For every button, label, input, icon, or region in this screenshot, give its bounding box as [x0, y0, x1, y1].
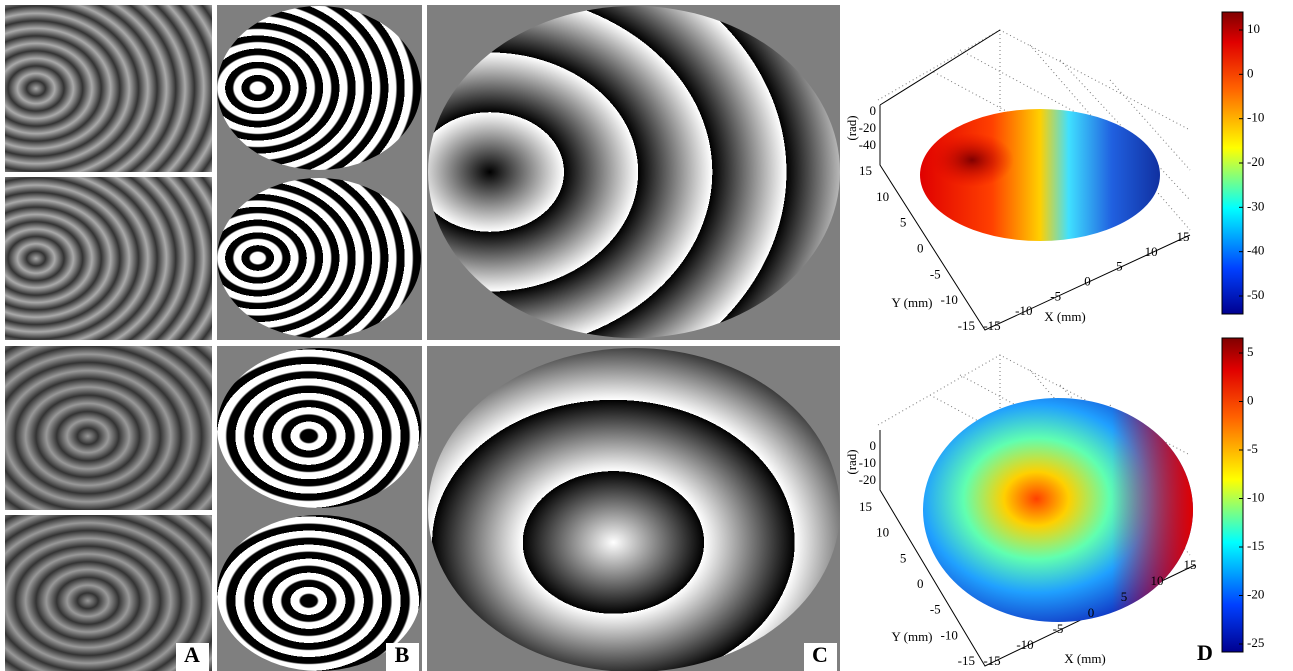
panel-letter: A [184, 642, 200, 667]
y-tick-label: 5 [900, 215, 907, 230]
colorbar-tick-label: -50 [1247, 287, 1264, 302]
z-tick-label: -20 [859, 472, 876, 487]
y-axis-label: Y (mm) [891, 295, 932, 310]
colorbar-tick-label: -10 [1247, 110, 1264, 125]
phase-surface [923, 398, 1193, 622]
wrapped-phase-image [428, 348, 840, 671]
y-tick-label: -10 [940, 627, 957, 642]
x-tick-label: -5 [1053, 621, 1064, 636]
z-axis-label: (rad) [844, 115, 859, 140]
y-tick-label: -15 [958, 318, 975, 333]
y-tick-label: 10 [876, 189, 889, 204]
separator [217, 340, 840, 346]
colorbar-tick-label: -5 [1247, 441, 1258, 456]
z-tick-label: 0 [870, 438, 877, 453]
colorbar-tick-label: -20 [1247, 586, 1264, 601]
x-tick-label: 10 [1145, 244, 1158, 259]
x-tick-label: 15 [1184, 557, 1197, 572]
colorbar-tick-label: -10 [1247, 489, 1264, 504]
fringe-image [5, 5, 212, 172]
z-axis-label: (rad) [844, 449, 859, 474]
y-tick-label: -15 [958, 653, 975, 668]
z-tick-label: -40 [859, 137, 876, 152]
x-tick-label: 5 [1121, 589, 1128, 604]
colorbar-tick-label: -40 [1247, 243, 1264, 258]
y-tick-label: 15 [859, 163, 872, 178]
z-tick-label: 0 [870, 103, 877, 118]
x-tick-label: 15 [1177, 229, 1190, 244]
z-tick-label: -20 [859, 120, 876, 135]
y-axis-label: Y (mm) [891, 629, 932, 644]
panel-letter: D [1197, 640, 1213, 665]
y-tick-label: -5 [930, 266, 941, 281]
colorbar-tick-label: 0 [1247, 65, 1254, 80]
y-tick-label: -10 [940, 292, 957, 307]
y-tick-label: 15 [859, 499, 872, 514]
x-tick-label: -5 [1050, 288, 1061, 303]
y-tick-label: -5 [930, 602, 941, 617]
colorbar-tick-label: -20 [1247, 154, 1264, 169]
colorbar-tick-label: -25 [1247, 635, 1264, 650]
colorbar-tick-label: 5 [1247, 344, 1254, 359]
z-tick-label: -10 [859, 455, 876, 470]
wrapped-phase-image [428, 6, 840, 338]
y-tick-label: 5 [900, 550, 907, 565]
phase-surface [930, 115, 1070, 205]
colorbar-tick-label: -30 [1247, 198, 1264, 213]
x-tick-label: 0 [1088, 605, 1095, 620]
fringe-image [5, 346, 212, 510]
colorbar-tick-label: -15 [1247, 538, 1264, 553]
panel-letter: C [812, 642, 828, 667]
figure: A B C D (rad)0-20-40151050-5-10-15-15-10… [0, 0, 1293, 671]
x-tick-label: -10 [1016, 637, 1033, 652]
panel-letter: B [395, 642, 410, 667]
y-tick-label: 0 [917, 240, 924, 255]
x-tick-label: 0 [1084, 273, 1091, 288]
colorbar [1222, 338, 1243, 652]
x-tick-label: -15 [983, 653, 1000, 668]
x-tick-label: -10 [1015, 303, 1032, 318]
fringe-image [217, 6, 421, 170]
fringe-image [217, 348, 421, 508]
colorbar-tick-label: 0 [1247, 392, 1254, 407]
fringe-image [5, 177, 212, 340]
x-tick-label: 10 [1151, 573, 1164, 588]
x-axis-label: X (mm) [1064, 651, 1106, 666]
fringe-image [217, 178, 421, 338]
x-tick-label: 5 [1116, 259, 1123, 274]
y-tick-label: 0 [917, 576, 924, 591]
x-axis-label: X (mm) [1044, 309, 1086, 324]
y-tick-label: 10 [876, 525, 889, 540]
x-tick-label: -15 [983, 318, 1000, 333]
colorbar-tick-label: 10 [1247, 21, 1260, 36]
